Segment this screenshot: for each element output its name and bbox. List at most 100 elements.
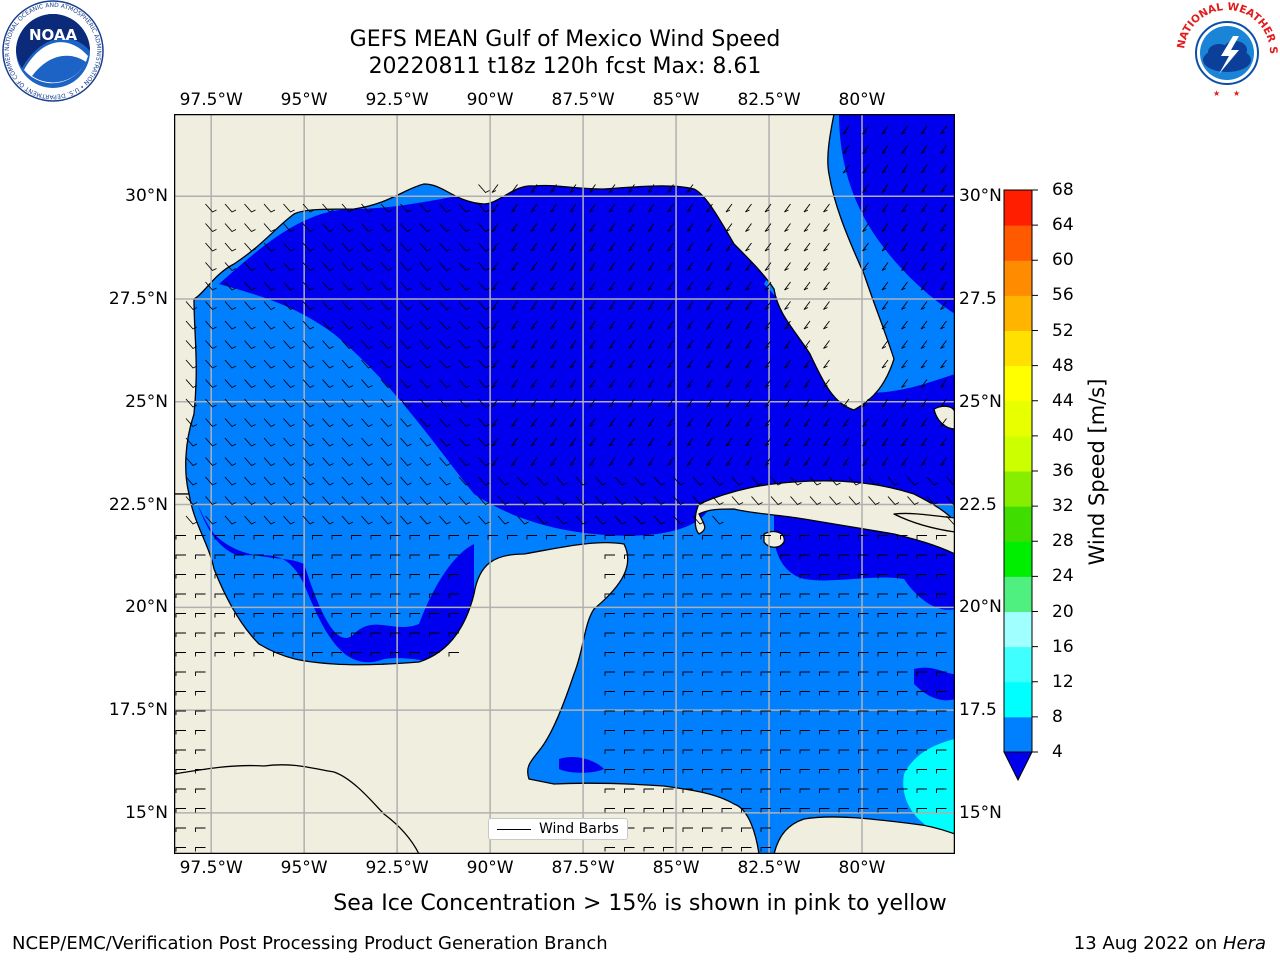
wind-barb (322, 418, 334, 428)
wind-barb (936, 749, 947, 754)
sea-ice-note: Sea Ice Concentration > 15% is shown in … (333, 891, 947, 916)
wind-barb (550, 242, 557, 252)
wind-barb (940, 262, 947, 271)
wind-barb (491, 223, 499, 232)
wind-barb (302, 437, 315, 447)
wind-barb (628, 457, 635, 466)
wind-barb (881, 223, 889, 232)
wind-barb (706, 223, 713, 232)
wind-barb (569, 398, 577, 408)
wind-barb (799, 632, 810, 637)
wind-barb (589, 301, 596, 310)
wind-barb (745, 418, 752, 427)
wind-barb (760, 710, 771, 715)
wind-barb (400, 398, 412, 408)
wind-barb (302, 262, 315, 272)
wind-barb (195, 749, 206, 754)
wind-barb (419, 262, 432, 272)
wind-barb (803, 223, 811, 232)
wind-barb (550, 457, 557, 466)
wind-barb (702, 827, 713, 832)
wind-barb (920, 379, 928, 388)
wind-barb (604, 535, 615, 540)
wind-barb (745, 301, 752, 310)
wind-barb (780, 574, 791, 579)
wind-barb (901, 262, 908, 271)
wind-barb (799, 749, 810, 754)
wind-barb (946, 476, 955, 486)
wind-barb (361, 359, 373, 369)
wind-barb (224, 398, 237, 408)
wind-barb (185, 379, 198, 389)
wind-barb (887, 496, 900, 506)
lat-tick-right-0: 30°N (959, 186, 1002, 207)
wind-barb (224, 223, 237, 233)
wind-barb (647, 340, 655, 349)
wind-barb (283, 476, 295, 486)
wind-barb (608, 437, 616, 447)
wind-barb (195, 671, 206, 676)
wind-barb (663, 535, 674, 540)
wind-barb (322, 496, 334, 506)
wind-barb (706, 320, 713, 330)
wind-barb (647, 359, 655, 369)
wind-barb (312, 613, 323, 618)
wind-barb (764, 320, 772, 330)
wind-barb (897, 671, 908, 676)
wind-barb (858, 593, 869, 598)
wind-barb (940, 145, 947, 154)
wind-barb (292, 613, 303, 618)
wind-barb (273, 613, 284, 618)
wind-barb (780, 710, 791, 715)
wind-barb (920, 281, 928, 291)
wind-barb (647, 379, 655, 388)
wind-barb (478, 359, 490, 369)
wind-barb (550, 359, 557, 369)
wind-barb (936, 808, 947, 813)
wind-barb (253, 652, 264, 657)
wind-barb (858, 535, 869, 540)
wind-barb (205, 203, 217, 213)
wind-barb (862, 262, 869, 271)
wind-barb (595, 515, 607, 525)
wind-barb (491, 379, 499, 388)
wind-barb (370, 632, 381, 637)
wind-barb (901, 145, 908, 154)
wind-barb (400, 515, 412, 525)
lat-tick-left-3: 22.5°N (108, 494, 168, 515)
wind-barb (940, 437, 947, 447)
wind-barb (858, 808, 869, 813)
wind-barb (556, 496, 568, 506)
lon-tick-bottom-2: 92.5°W (365, 858, 429, 878)
wind-barb (628, 398, 635, 408)
wind-barb (682, 554, 693, 559)
wind-barb (760, 769, 771, 774)
wind-barb (380, 379, 393, 389)
wind-barb (331, 613, 342, 618)
wind-barb (916, 691, 927, 696)
wind-barb (721, 632, 732, 637)
wind-barb (877, 808, 888, 813)
wind-barb (263, 281, 276, 291)
wind-barb (322, 262, 334, 272)
wind-barb (920, 457, 928, 466)
wind-barb (741, 788, 752, 793)
wind-barb (706, 203, 713, 213)
wind-barb (569, 203, 577, 213)
wind-barb (195, 710, 206, 715)
wind-barb (916, 788, 927, 793)
wind-barb (936, 535, 947, 540)
wind-barb (803, 418, 811, 427)
wind-barb (760, 574, 771, 579)
wind-barb (784, 398, 791, 408)
wind-barb (725, 242, 733, 252)
chart-title-line1: GEFS MEAN Gulf of Mexico Wind Speed (349, 27, 781, 52)
wind-barb (946, 515, 955, 525)
wind-barb (858, 574, 869, 579)
wind-barb (390, 613, 401, 618)
wind-barb (745, 457, 752, 466)
wind-barb (764, 418, 772, 427)
wind-barb (667, 340, 674, 349)
wind-barb (575, 515, 588, 525)
wind-barb (628, 340, 635, 349)
